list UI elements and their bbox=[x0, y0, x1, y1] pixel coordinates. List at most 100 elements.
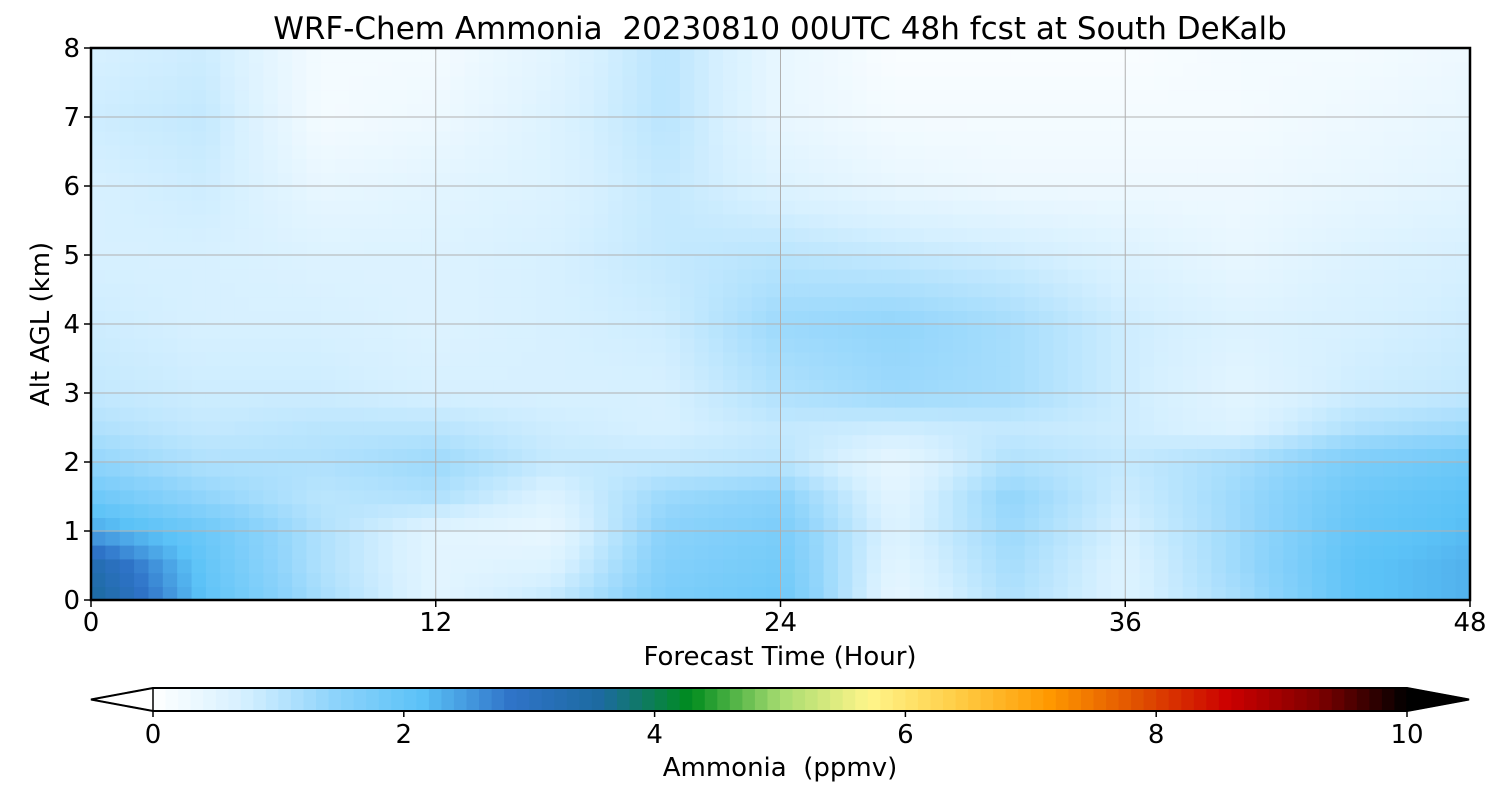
heatmap-cell bbox=[852, 434, 868, 449]
heatmap-cell bbox=[550, 531, 566, 546]
heatmap-cell bbox=[665, 310, 681, 325]
heatmap-cell bbox=[148, 475, 164, 491]
heatmap-cell bbox=[694, 365, 710, 380]
heatmap-cell bbox=[1355, 310, 1371, 325]
heatmap-cell bbox=[1139, 337, 1155, 353]
heatmap-cell bbox=[349, 186, 365, 201]
heatmap-cell bbox=[1412, 172, 1428, 187]
heatmap-cell bbox=[1383, 227, 1399, 242]
heatmap-cell bbox=[464, 489, 480, 505]
heatmap-cell bbox=[1240, 572, 1256, 587]
heatmap-cell bbox=[1225, 517, 1241, 532]
colorbar-segment bbox=[780, 688, 794, 711]
heatmap-cell bbox=[924, 448, 940, 463]
heatmap-cell bbox=[1153, 351, 1170, 367]
heatmap-cell bbox=[134, 531, 150, 546]
heatmap-cell bbox=[1326, 517, 1342, 532]
heatmap-cell bbox=[952, 130, 969, 146]
heatmap-cell bbox=[177, 420, 193, 436]
heatmap-cell bbox=[1340, 337, 1356, 353]
heatmap-cell bbox=[1297, 572, 1313, 587]
heatmap-cell bbox=[852, 241, 868, 256]
heatmap-cell bbox=[349, 462, 365, 477]
heatmap-cell bbox=[622, 282, 638, 298]
heatmap-cell bbox=[565, 351, 581, 367]
heatmap-cell bbox=[105, 158, 121, 173]
heatmap-cell bbox=[234, 296, 250, 311]
heatmap-cell bbox=[651, 268, 667, 284]
heatmap-cell bbox=[1369, 75, 1385, 91]
heatmap-cell bbox=[809, 227, 825, 242]
heatmap-cell bbox=[249, 117, 265, 132]
heatmap-cell bbox=[105, 282, 121, 298]
x-tick-label: 36 bbox=[1109, 608, 1142, 638]
heatmap-cell bbox=[1096, 89, 1112, 104]
heatmap-cell bbox=[1455, 199, 1470, 215]
heatmap-cell bbox=[665, 172, 681, 187]
heatmap-cell bbox=[751, 186, 767, 201]
heatmap-cell bbox=[507, 489, 523, 505]
heatmap-cell bbox=[177, 544, 193, 560]
heatmap-cell bbox=[349, 351, 365, 367]
heatmap-cell bbox=[1110, 186, 1127, 201]
heatmap-cell bbox=[995, 172, 1012, 187]
heatmap-cell bbox=[1225, 255, 1241, 270]
heatmap-cell bbox=[407, 130, 423, 146]
heatmap-cell bbox=[881, 255, 897, 270]
heatmap-cell bbox=[766, 448, 782, 463]
heatmap-cell bbox=[679, 310, 696, 325]
heatmap-cell bbox=[1326, 144, 1342, 160]
heatmap-cell bbox=[708, 158, 724, 173]
heatmap-cell bbox=[292, 531, 308, 546]
heatmap-cell bbox=[1311, 268, 1328, 284]
heatmap-cell bbox=[507, 324, 523, 339]
heatmap-cell bbox=[292, 103, 308, 118]
heatmap-cell bbox=[823, 544, 839, 560]
colorbar-segment bbox=[805, 688, 819, 711]
heatmap-cell bbox=[1369, 268, 1385, 284]
heatmap-cell bbox=[909, 544, 925, 560]
heatmap-cell bbox=[363, 462, 380, 477]
heatmap-cell bbox=[579, 296, 595, 311]
heatmap-cell bbox=[823, 158, 839, 173]
heatmap-cell bbox=[766, 586, 782, 600]
heatmap-cell bbox=[1326, 48, 1342, 63]
heatmap-cell bbox=[751, 75, 767, 91]
heatmap-cell bbox=[794, 89, 811, 104]
heatmap-cell bbox=[780, 172, 796, 187]
heatmap-cell bbox=[521, 351, 538, 367]
heatmap-cell bbox=[507, 103, 523, 118]
heatmap-cell bbox=[1254, 61, 1270, 77]
heatmap-cell bbox=[464, 213, 480, 229]
heatmap-cell bbox=[162, 379, 178, 394]
heatmap-cell bbox=[665, 489, 681, 505]
heatmap-cell bbox=[1125, 103, 1141, 118]
heatmap-cell bbox=[1297, 186, 1313, 201]
heatmap-cell bbox=[493, 282, 509, 298]
heatmap-cell bbox=[1383, 420, 1399, 436]
heatmap-cell bbox=[335, 503, 351, 518]
heatmap-cell bbox=[1168, 186, 1184, 201]
heatmap-cell bbox=[895, 241, 911, 256]
heatmap-cell bbox=[148, 544, 164, 560]
heatmap-cell bbox=[1355, 61, 1371, 77]
heatmap-cell bbox=[593, 503, 609, 518]
heatmap-cell bbox=[665, 186, 681, 201]
heatmap-cell bbox=[881, 310, 897, 325]
heatmap-cell bbox=[1182, 310, 1198, 325]
heatmap-cell bbox=[191, 324, 207, 339]
heatmap-cell bbox=[593, 462, 609, 477]
heatmap-cell bbox=[1297, 462, 1313, 477]
heatmap-cell bbox=[737, 448, 753, 463]
heatmap-cell bbox=[1082, 268, 1098, 284]
heatmap-cell bbox=[550, 172, 566, 187]
heatmap-cell bbox=[407, 268, 423, 284]
heatmap-cell bbox=[1024, 130, 1040, 146]
heatmap-cell bbox=[478, 462, 495, 477]
heatmap-cell bbox=[766, 420, 782, 436]
heatmap-cell bbox=[349, 61, 365, 77]
x-axis-ticks: 0 12 24 36 48 bbox=[83, 600, 1487, 638]
heatmap-cell bbox=[1412, 255, 1428, 270]
heatmap-cell bbox=[651, 586, 667, 600]
heatmap-cell bbox=[306, 268, 322, 284]
